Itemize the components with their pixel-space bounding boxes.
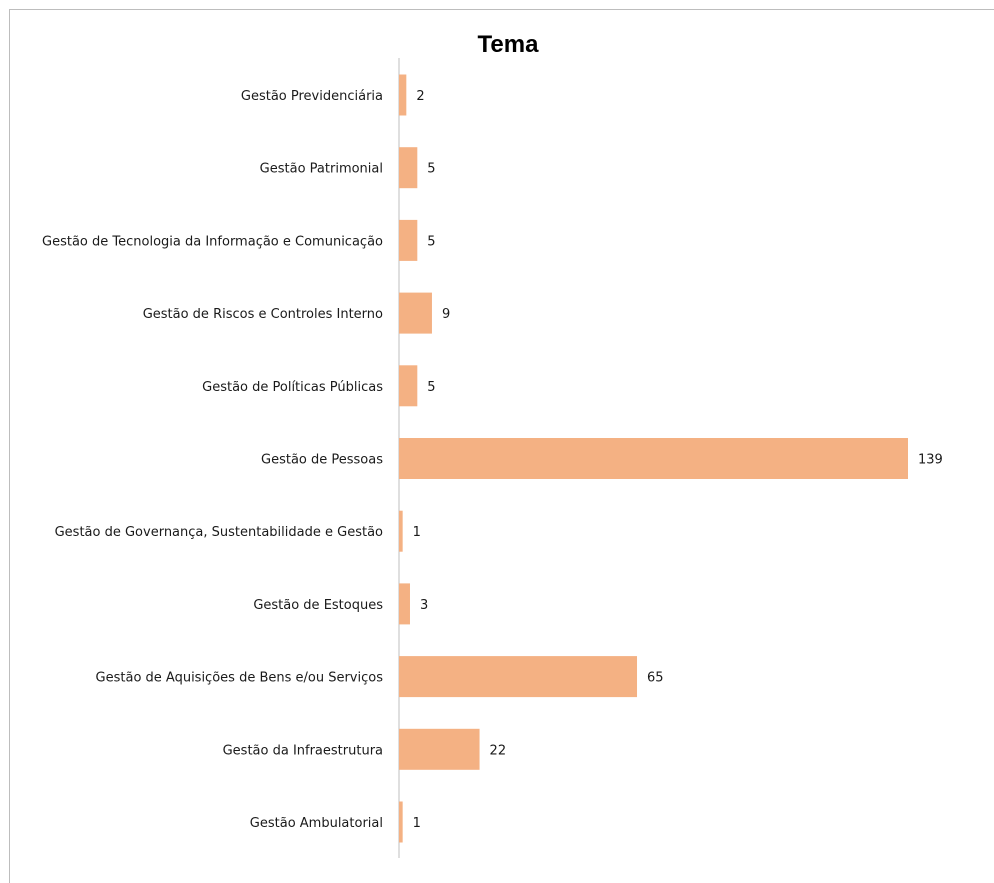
data-label: 65 [647,671,664,686]
bar [399,801,403,843]
data-label: 139 [918,453,943,468]
data-label: 22 [490,743,507,758]
data-label: 1 [413,816,421,831]
data-label: 5 [427,234,435,249]
bar [399,656,638,698]
category-label: Gestão de Pessoas [261,453,383,468]
category-label: Gestão da Infraestrutura [223,743,383,758]
data-label: 5 [427,162,435,177]
bar [399,147,418,189]
category-label: Gestão de Estoques [253,598,383,613]
bar [399,292,432,334]
data-label: 1 [413,525,421,540]
category-label: Gestão Ambulatorial [250,816,383,831]
bar [399,365,418,407]
category-label: Gestão de Aquisições de Bens e/ou Serviç… [96,671,384,686]
category-label: Gestão Previdenciária [241,89,383,104]
category-label: Gestão de Políticas Públicas [202,380,383,395]
data-label: 9 [442,307,450,322]
bar [399,583,410,625]
category-label: Gestão Patrimonial [260,162,383,177]
data-label: 5 [427,380,435,395]
bars-group: Gestão Previdenciária 2 Gestão Patrimonial… [42,74,943,843]
bar [399,74,407,116]
data-label: 2 [416,89,424,104]
data-label: 3 [420,598,428,613]
bar [399,219,418,261]
chart-title: Tema [478,31,540,58]
category-label: Gestão de Tecnologia da Informação e Com… [42,234,383,249]
bar [399,438,908,479]
bar [399,510,403,552]
category-label: Gestão de Riscos e Controles Interno [143,307,383,322]
bar [399,728,480,770]
category-label: Gestão de Governança, Sustentabilidade e… [55,525,383,540]
